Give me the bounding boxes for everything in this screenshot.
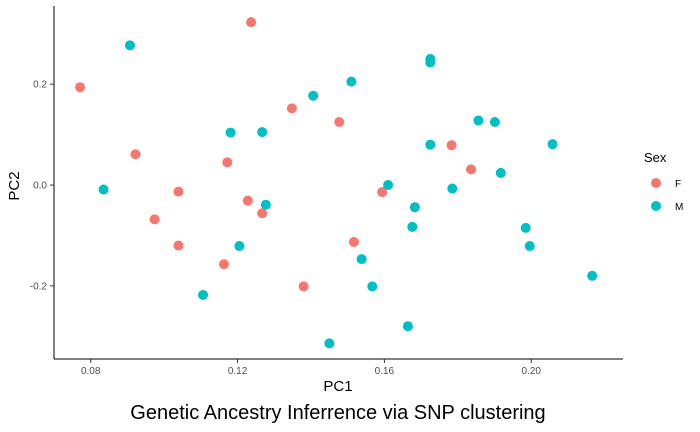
point-m — [257, 127, 268, 138]
x-axis-title: PC1 — [323, 378, 352, 395]
point-f — [173, 186, 184, 197]
point-f — [446, 140, 457, 151]
point-f — [149, 214, 160, 225]
point-f — [286, 103, 297, 114]
point-f — [222, 157, 233, 168]
point-m — [425, 139, 436, 150]
legend-label-f: F — [675, 179, 681, 190]
point-m — [495, 167, 506, 178]
point-f — [75, 82, 86, 93]
legend-title: Sex — [644, 150, 667, 165]
data-points — [75, 17, 598, 349]
point-f — [242, 195, 253, 206]
y-ticks: -0.2 0.0 0.2 — [30, 80, 54, 292]
legend-key-f — [651, 178, 661, 188]
point-m — [324, 338, 335, 349]
point-m — [473, 115, 484, 126]
point-m — [234, 241, 245, 252]
point-m — [124, 40, 135, 51]
chart-caption: Genetic Ancestry Inferrence via SNP clus… — [130, 402, 545, 424]
point-f — [257, 208, 268, 219]
point-m — [409, 202, 420, 213]
y-tick-label: -0.2 — [30, 281, 48, 292]
y-axis-title: PC2 — [6, 171, 23, 200]
y-tick-label: 0.0 — [33, 181, 47, 192]
x-tick-label: 0.20 — [521, 366, 541, 377]
legend-key-m — [651, 201, 661, 211]
point-m — [98, 184, 109, 195]
point-m — [356, 254, 367, 265]
point-m — [198, 289, 209, 300]
point-m — [425, 53, 436, 64]
point-f — [218, 259, 229, 270]
point-m — [407, 221, 418, 232]
point-f — [173, 240, 184, 251]
point-m — [308, 90, 319, 101]
point-f — [130, 149, 141, 160]
point-m — [547, 139, 558, 150]
point-m — [383, 180, 394, 191]
x-ticks: 0.08 0.12 0.16 0.20 — [81, 359, 541, 377]
legend-label-m: M — [675, 202, 683, 213]
point-m — [346, 76, 357, 87]
y-tick-label: 0.2 — [33, 80, 47, 91]
point-f — [466, 164, 477, 175]
plot-area: 0.08 0.12 0.16 0.20 -0.2 0.0 0.2 — [30, 6, 623, 377]
x-tick-label: 0.12 — [228, 366, 248, 377]
legend: Sex F M — [644, 150, 683, 213]
point-f — [348, 237, 359, 248]
point-f — [377, 187, 388, 198]
point-m — [587, 270, 598, 281]
point-m — [447, 183, 458, 194]
point-f — [298, 281, 309, 292]
point-m — [225, 127, 236, 138]
point-m — [524, 241, 535, 252]
point-m — [520, 222, 531, 233]
x-tick-label: 0.16 — [375, 366, 395, 377]
point-m — [367, 281, 378, 292]
point-m — [260, 199, 271, 210]
x-tick-label: 0.08 — [81, 366, 101, 377]
point-f — [334, 116, 345, 127]
point-m — [402, 321, 413, 332]
point-m — [489, 116, 500, 127]
point-f — [246, 17, 257, 28]
